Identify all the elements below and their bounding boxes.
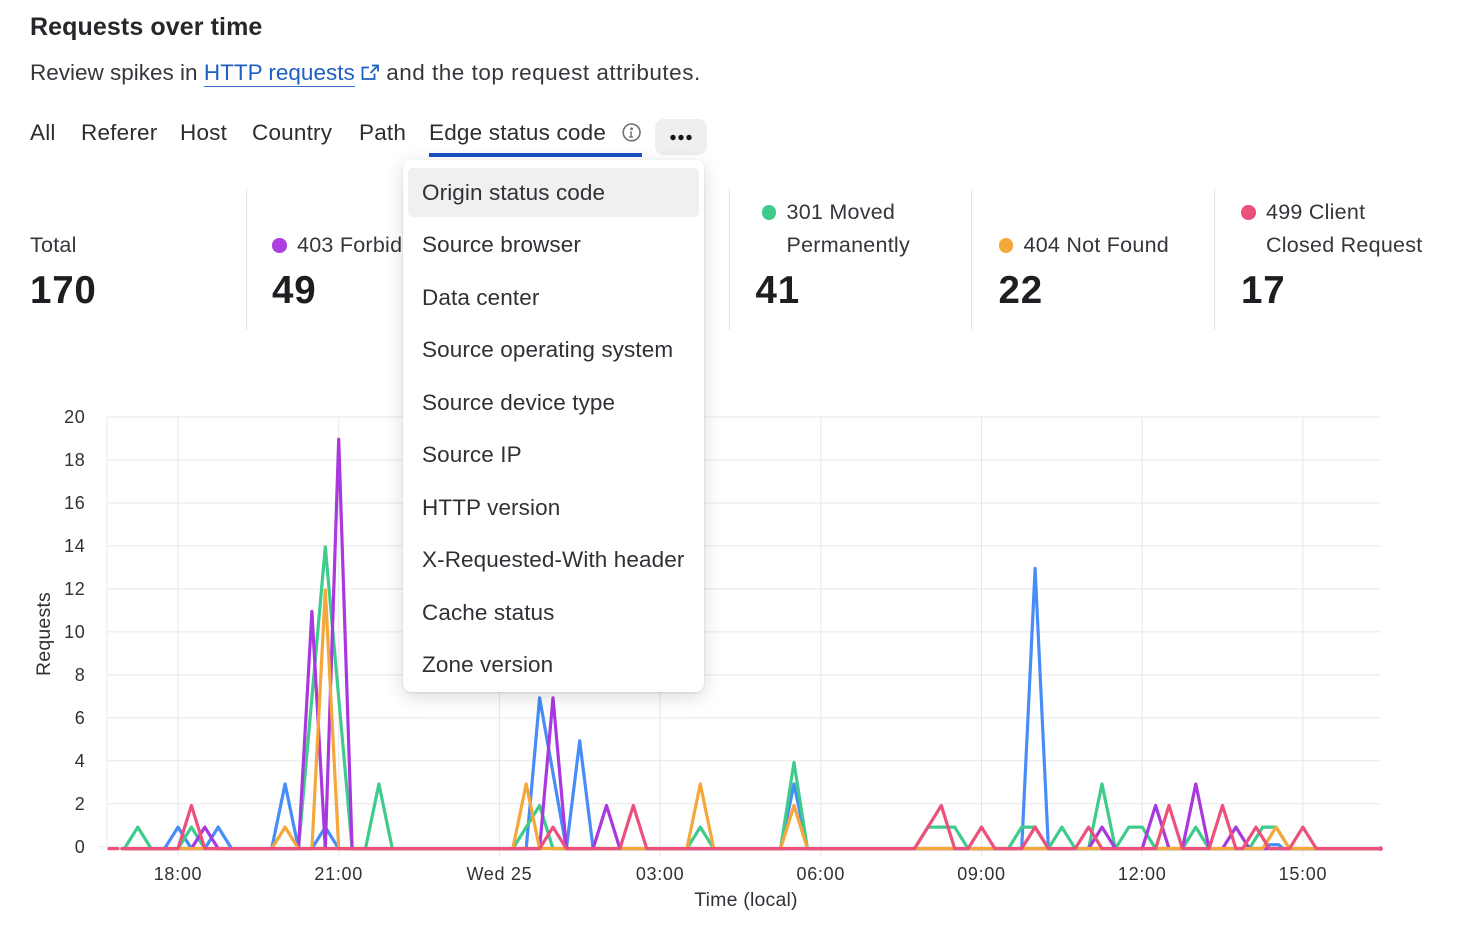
svg-text:15:00: 15:00	[1279, 864, 1328, 884]
svg-text:6: 6	[75, 708, 86, 728]
svg-text:Time (local): Time (local)	[694, 889, 798, 911]
svg-text:0: 0	[75, 837, 86, 857]
svg-text:10: 10	[64, 622, 85, 642]
svg-text:18:00: 18:00	[154, 864, 203, 884]
svg-text:20: 20	[64, 407, 85, 427]
svg-text:Requests: Requests	[33, 592, 55, 676]
svg-text:06:00: 06:00	[797, 864, 846, 884]
svg-text:14: 14	[64, 536, 85, 556]
svg-text:03:00: 03:00	[636, 864, 685, 884]
svg-text:Wed 25: Wed 25	[466, 864, 532, 884]
svg-text:12:00: 12:00	[1118, 864, 1167, 884]
svg-text:12: 12	[64, 579, 85, 599]
svg-text:2: 2	[75, 794, 86, 814]
svg-text:18: 18	[64, 450, 85, 470]
svg-text:4: 4	[75, 751, 86, 771]
svg-text:8: 8	[75, 665, 86, 685]
svg-text:09:00: 09:00	[957, 864, 1006, 884]
svg-text:16: 16	[64, 493, 85, 513]
svg-text:21:00: 21:00	[314, 864, 363, 884]
